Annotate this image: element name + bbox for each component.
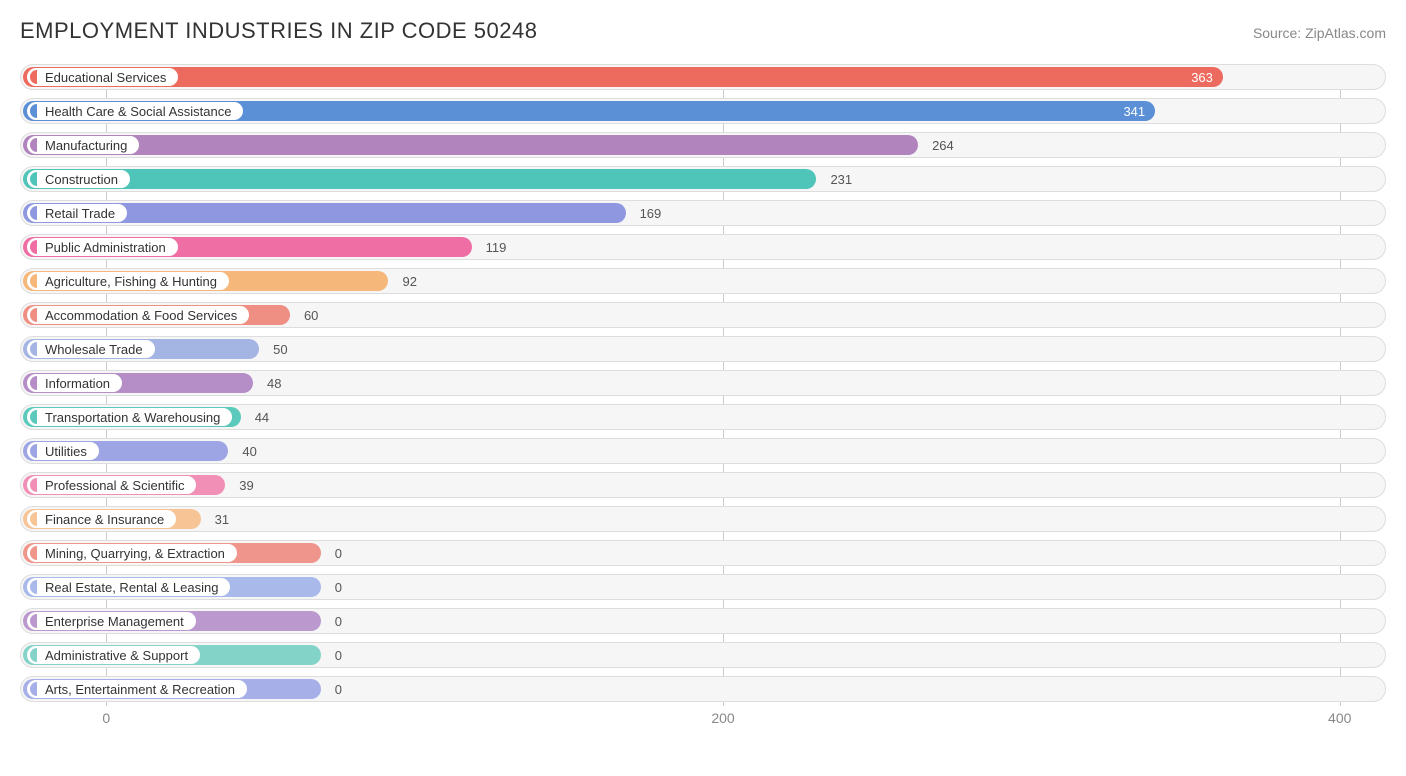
bars-container: 363 Educational Services 341 Health Care & … <box>20 64 1386 702</box>
bar-value: 0 <box>323 643 342 667</box>
bar-label-pill: Utilities <box>27 442 99 460</box>
bar-label-pill: Arts, Entertainment & Recreation <box>27 680 247 698</box>
bar-label-pill: Public Administration <box>27 238 178 256</box>
bar-value: 169 <box>628 201 662 225</box>
bar-label-pill: Wholesale Trade <box>27 340 155 358</box>
pill-accent <box>30 682 37 696</box>
pill-accent <box>30 444 37 458</box>
bar-row: 341 Health Care & Social Assistance <box>20 98 1386 124</box>
bar-row: 60 Accommodation & Food Services <box>20 302 1386 328</box>
bar-label-pill: Transportation & Warehousing <box>27 408 232 426</box>
pill-accent <box>30 614 37 628</box>
pill-accent <box>30 580 37 594</box>
bar-value: 0 <box>323 677 342 701</box>
bar-label-pill: Information <box>27 374 122 392</box>
bar-value: 231 <box>818 167 852 191</box>
bar-value: 363 <box>1191 70 1213 85</box>
bar-value: 60 <box>292 303 318 327</box>
bar-fill: 363 <box>23 67 1223 87</box>
bar-fill <box>23 169 816 189</box>
bar-value: 50 <box>261 337 287 361</box>
bar-row: 119 Public Administration <box>20 234 1386 260</box>
bar-row: 44 Transportation & Warehousing <box>20 404 1386 430</box>
chart-title: EMPLOYMENT INDUSTRIES IN ZIP CODE 50248 <box>20 18 538 44</box>
pill-accent <box>30 648 37 662</box>
bar-row: 50 Wholesale Trade <box>20 336 1386 362</box>
bar-value: 341 <box>1123 104 1145 119</box>
bar-value: 39 <box>227 473 253 497</box>
chart-header: EMPLOYMENT INDUSTRIES IN ZIP CODE 50248 … <box>20 18 1386 44</box>
bar-label-pill: Health Care & Social Assistance <box>27 102 243 120</box>
x-tick: 400 <box>1328 710 1351 726</box>
pill-accent <box>30 138 37 152</box>
pill-accent <box>30 478 37 492</box>
bar-row: 0 Administrative & Support <box>20 642 1386 668</box>
pill-accent <box>30 274 37 288</box>
bar-label-pill: Construction <box>27 170 130 188</box>
bar-value: 31 <box>203 507 229 531</box>
bar-label-pill: Administrative & Support <box>27 646 200 664</box>
bar-row: 0 Enterprise Management <box>20 608 1386 634</box>
bar-row: 363 Educational Services <box>20 64 1386 90</box>
bar-value: 92 <box>390 269 416 293</box>
chart-source: Source: ZipAtlas.com <box>1253 25 1386 41</box>
bar-row: 48 Information <box>20 370 1386 396</box>
pill-accent <box>30 342 37 356</box>
x-tick: 200 <box>711 710 734 726</box>
bar-row: 31 Finance & Insurance <box>20 506 1386 532</box>
bar-label-pill: Educational Services <box>27 68 178 86</box>
bar-label-pill: Retail Trade <box>27 204 127 222</box>
bar-label-pill: Accommodation & Food Services <box>27 306 249 324</box>
bar-label-pill: Enterprise Management <box>27 612 196 630</box>
bar-row: 0 Arts, Entertainment & Recreation <box>20 676 1386 702</box>
bar-chart: 363 Educational Services 341 Health Care & … <box>20 64 1386 734</box>
bar-row: 169 Retail Trade <box>20 200 1386 226</box>
bar-row: 0 Mining, Quarrying, & Extraction <box>20 540 1386 566</box>
pill-accent <box>30 240 37 254</box>
pill-accent <box>30 206 37 220</box>
pill-accent <box>30 546 37 560</box>
pill-accent <box>30 376 37 390</box>
bar-row: 92 Agriculture, Fishing & Hunting <box>20 268 1386 294</box>
bar-value: 0 <box>323 575 342 599</box>
bar-label-pill: Mining, Quarrying, & Extraction <box>27 544 237 562</box>
bar-label-pill: Professional & Scientific <box>27 476 196 494</box>
bar-value: 48 <box>255 371 281 395</box>
pill-accent <box>30 172 37 186</box>
bar-value: 44 <box>243 405 269 429</box>
bar-label-pill: Agriculture, Fishing & Hunting <box>27 272 229 290</box>
bar-label-pill: Real Estate, Rental & Leasing <box>27 578 230 596</box>
bar-row: 0 Real Estate, Rental & Leasing <box>20 574 1386 600</box>
bar-row: 231 Construction <box>20 166 1386 192</box>
bar-fill <box>23 135 918 155</box>
bar-value: 119 <box>474 235 507 259</box>
pill-accent <box>30 308 37 322</box>
bar-row: 40 Utilities <box>20 438 1386 464</box>
bar-row: 264 Manufacturing <box>20 132 1386 158</box>
bar-value: 0 <box>323 541 342 565</box>
pill-accent <box>30 410 37 424</box>
bar-value: 40 <box>230 439 256 463</box>
pill-accent <box>30 70 37 84</box>
pill-accent <box>30 512 37 526</box>
x-axis: 0 200 400 <box>20 710 1386 734</box>
x-tick: 0 <box>102 710 110 726</box>
bar-value: 264 <box>920 133 954 157</box>
bar-value: 0 <box>323 609 342 633</box>
pill-accent <box>30 104 37 118</box>
bar-row: 39 Professional & Scientific <box>20 472 1386 498</box>
bar-label-pill: Finance & Insurance <box>27 510 176 528</box>
bar-label-pill: Manufacturing <box>27 136 139 154</box>
